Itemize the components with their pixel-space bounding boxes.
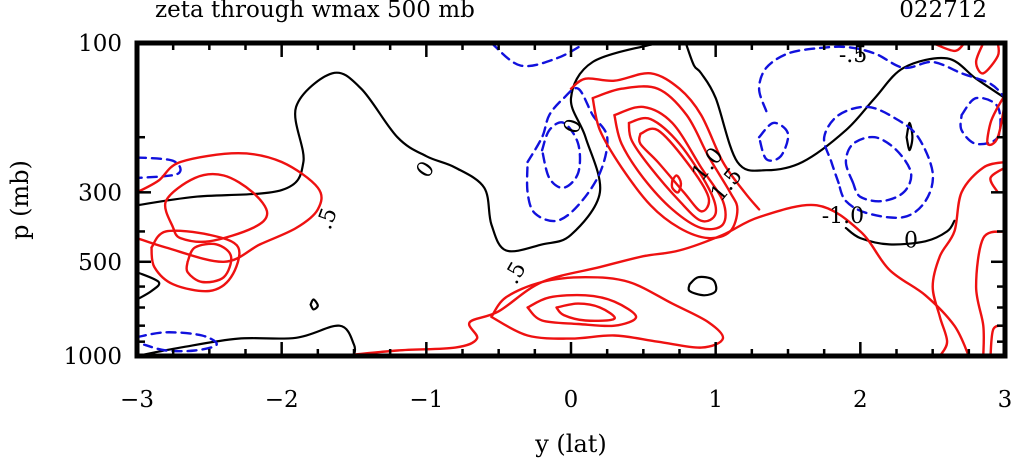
contour-zero-5 (687, 275, 718, 297)
contour-pos-18 (137, 152, 323, 264)
plot-frame (134, 40, 1008, 359)
contour-pos-29 (974, 230, 1005, 356)
contour-zero-0 (137, 43, 659, 253)
contour-pos-23 (974, 43, 1001, 75)
y-tick-label: 300 (78, 180, 122, 206)
contour-label-3: .5 (312, 205, 343, 233)
contour-neg-17 (757, 121, 790, 162)
contour-pos-36 (627, 116, 718, 223)
x-tick-label: 0 (564, 387, 579, 413)
contour-neg-14 (540, 121, 582, 189)
contour-zero-3 (685, 44, 1005, 172)
x-tick-label: −2 (265, 387, 299, 413)
contour-pos-21 (931, 160, 1005, 356)
contour-pos-33 (613, 105, 727, 231)
contour-pos-28 (591, 85, 739, 240)
y-axis-label: p (mb) (6, 160, 34, 240)
contour-zero-1 (137, 271, 161, 301)
contour-neg-16 (959, 96, 1002, 146)
y-tick-label: 500 (78, 250, 122, 276)
x-tick-label: 3 (998, 387, 1013, 413)
x-tick-label: −3 (120, 387, 154, 413)
contour-label-4: .5 (500, 258, 532, 289)
x-tick-label: −1 (409, 387, 443, 413)
x-axis-label: y (lat) (534, 430, 607, 458)
contour-neg-9 (490, 43, 587, 68)
contour-pos-32 (526, 293, 638, 328)
contour-label-2: 0 (904, 228, 918, 253)
contour-neg-10 (757, 45, 1005, 113)
contour-pos-35 (555, 302, 616, 322)
y-tick-labels: 100 300 500 1000 (63, 31, 122, 370)
contour-pos-37 (637, 127, 711, 213)
contour-label-1: 0 (559, 116, 587, 138)
x-tick-label: 2 (853, 387, 868, 413)
contour-pos-20 (569, 72, 761, 211)
contour-pos-30 (989, 166, 1005, 194)
y-tick-label: 100 (78, 31, 122, 57)
contour-zero-6 (309, 298, 319, 311)
contour-label-6: -1.0 (822, 204, 864, 229)
contour-pos-38 (670, 174, 683, 194)
date-label: 022712 (899, 0, 987, 23)
contour-lines (137, 43, 1005, 356)
contour-pos-27 (490, 276, 725, 349)
chart-title: zeta through wmax 500 mb (155, 0, 475, 23)
y-tick-label: 1000 (63, 344, 122, 370)
x-tick-label: 1 (708, 387, 723, 413)
contour-zero-2 (137, 324, 357, 356)
contour-pos-26 (150, 229, 241, 293)
contour-neg-12 (137, 331, 218, 353)
contour-neg-8 (525, 86, 609, 223)
contour-zero-4 (844, 219, 956, 246)
contour-pos-25 (163, 172, 269, 244)
contour-pos-31 (185, 242, 233, 284)
contour-neg-13 (137, 156, 182, 180)
contour-label-5: -.5 (839, 43, 867, 68)
axis-ticks (135, 41, 1007, 358)
contour-pos-19 (338, 203, 970, 356)
contour-neg-11 (822, 105, 935, 219)
x-tick-labels: −3 −2 −1 0 1 2 3 (120, 387, 1012, 413)
contour-neg-15 (844, 135, 913, 203)
